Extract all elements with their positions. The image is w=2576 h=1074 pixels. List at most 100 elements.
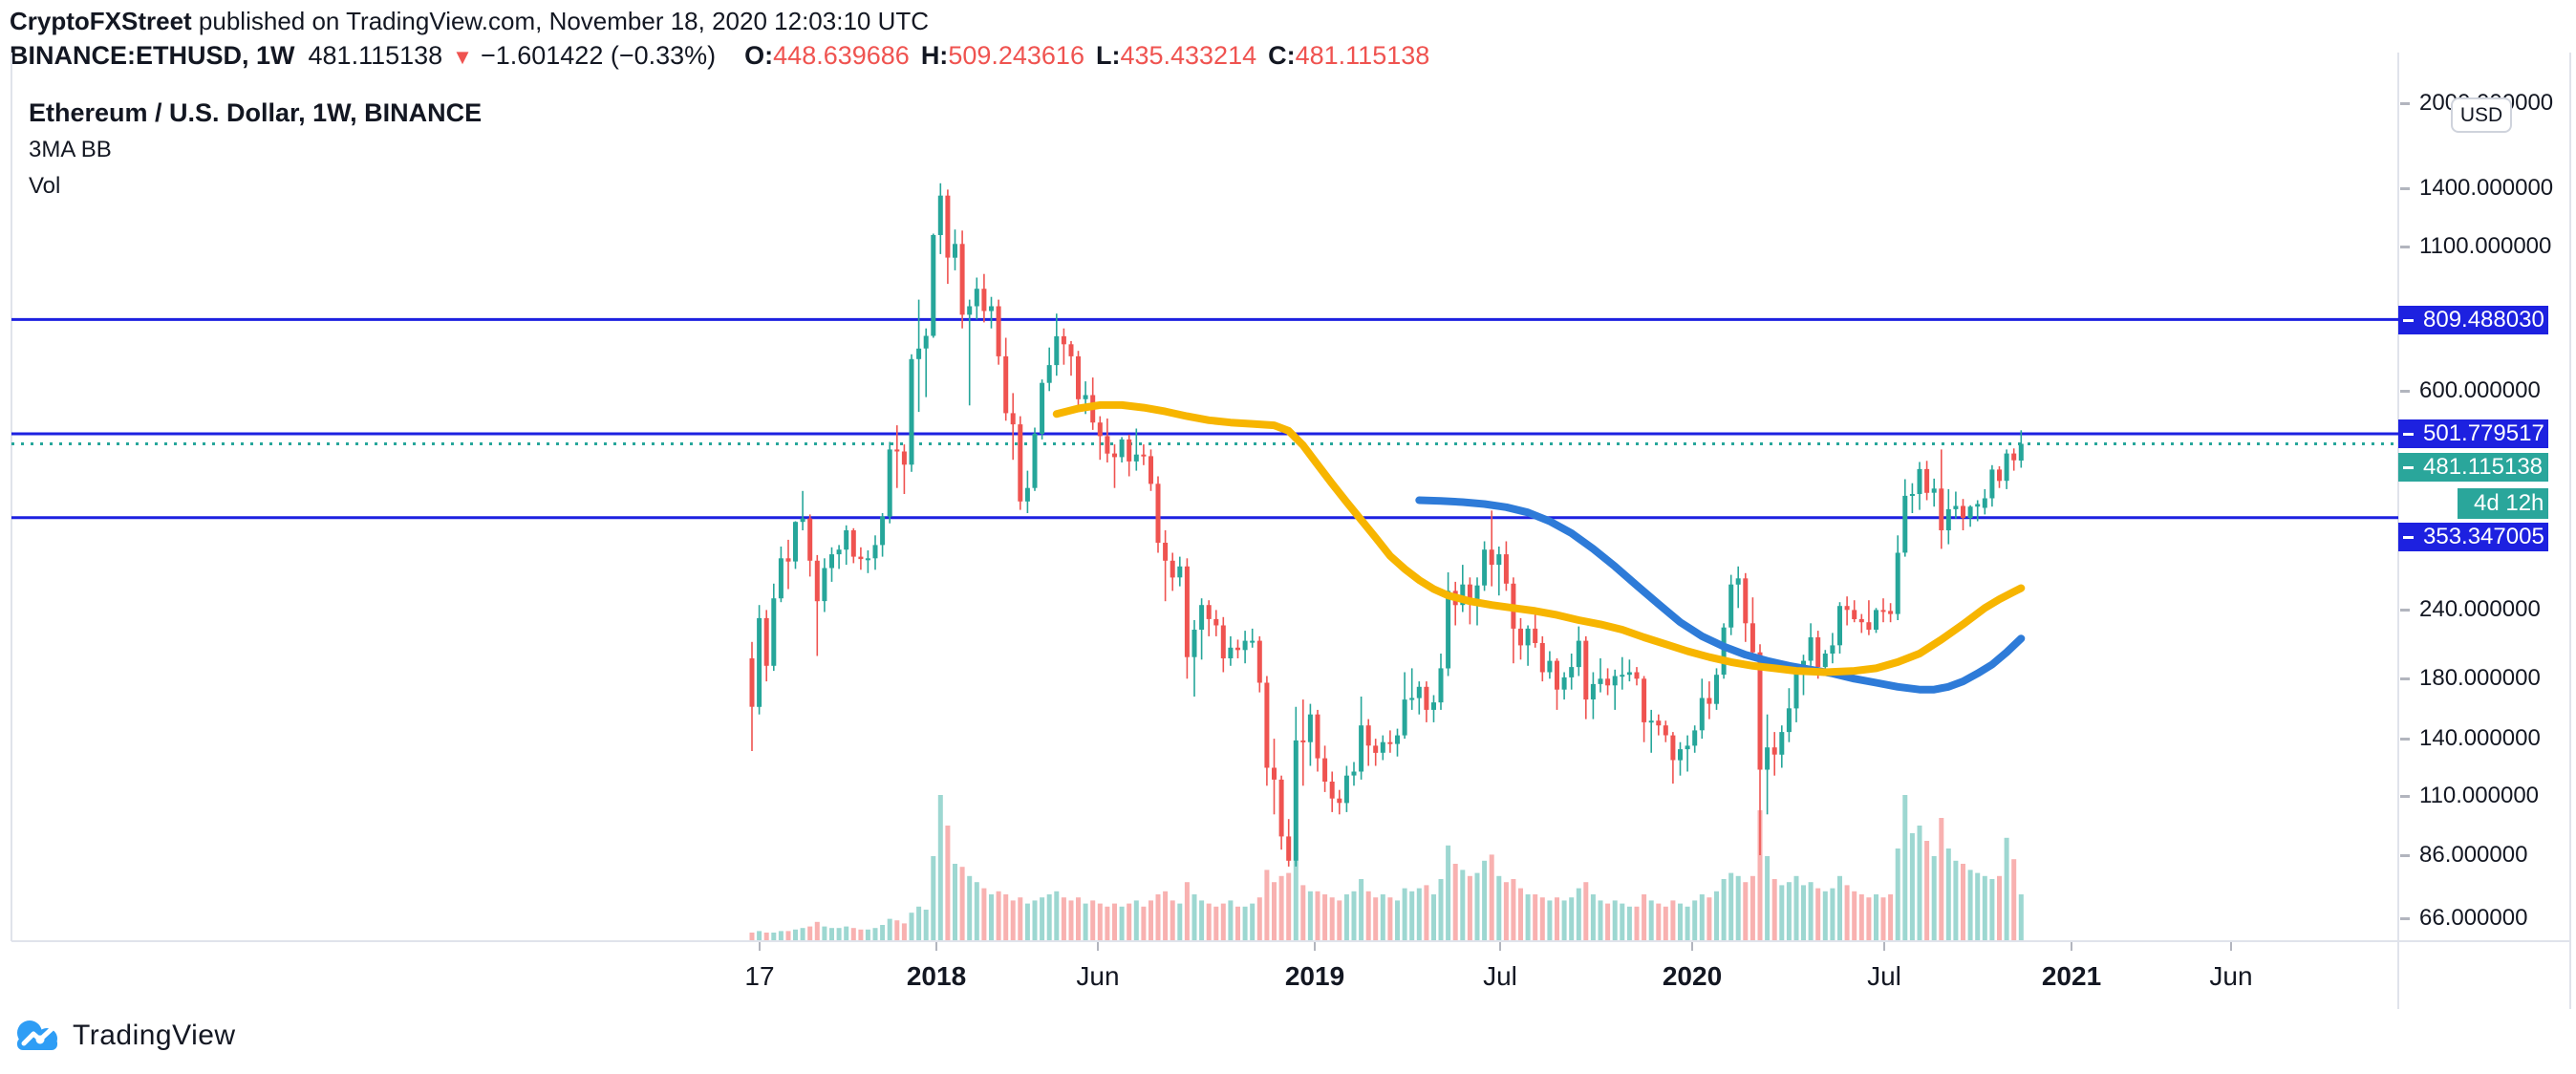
candle-body [829,554,834,569]
symbol-name: BINANCE:ETHUSD, 1W [10,41,295,70]
volume-bar [931,856,936,940]
indicator-3ma-bb[interactable]: 3MA BB [29,137,112,162]
volume-bar [1235,906,1240,940]
candle-body [1503,554,1509,584]
volume-bar [1743,882,1749,940]
candle-body [1678,749,1683,761]
candle-body [1163,543,1169,561]
volume-bar [1663,906,1668,940]
candle-body [1533,628,1538,643]
candle-body [1555,660,1559,690]
volume-bar [1692,900,1698,940]
candle-body [1242,640,1248,651]
volume-bar [850,928,856,940]
candle-body [1264,682,1270,768]
volume-bar [916,906,922,940]
volume-bar [1155,894,1161,940]
candle-body [996,306,1001,356]
volume-bar [1750,875,1755,940]
candle-body [959,244,965,315]
volume-bar [1699,894,1705,940]
candle-body [1612,676,1618,686]
volume-bar [1590,894,1596,940]
candle-body [1844,606,1850,611]
candle-body [1040,382,1045,434]
candle-body [1061,335,1066,345]
volume-bar [945,826,951,940]
volume-bar [1105,906,1110,940]
volume-bar [1707,897,1712,940]
volume-bar [872,928,878,940]
candle-body [1989,469,1995,499]
candle-body [1482,549,1488,586]
candles-layer [749,183,2024,867]
volume-bar [1061,897,1066,940]
open-label: O: [744,41,774,70]
volume-bar [1380,894,1385,940]
volume-bar [1735,875,1741,940]
publish-header: CryptoFXStreet published on TradingView.… [10,7,929,35]
open-value: 448.639686 [773,41,910,70]
candle-body [1141,454,1147,457]
volume-bar [1895,848,1900,940]
volume-bar [1533,894,1538,940]
candle-body [1917,468,1922,494]
candle-body [778,558,784,599]
volume-bar [1598,900,1603,940]
volume-bar [1765,856,1771,940]
volume-bar [1605,903,1611,940]
volume-bar [1315,891,1320,940]
candle-body [822,568,827,602]
candle-body [937,195,943,235]
candle-body [1866,622,1872,630]
candle-body [1097,422,1103,437]
volume-bar [1076,897,1081,940]
candle-body [1133,454,1139,462]
candle-body [1670,735,1676,761]
candle-body [1424,686,1429,710]
volume-bar [1909,833,1915,940]
volume-bar [1402,888,1407,940]
volume-bar [1127,903,1132,940]
publisher-name: CryptoFXStreet [10,7,192,35]
candle-body [2018,443,2024,461]
volume-bar [1141,906,1147,940]
candle-body [1170,560,1175,578]
ma100-line [1415,496,2026,694]
candle-body [1402,699,1407,736]
volume-bar [1496,875,1502,940]
candle-body [785,558,791,562]
candle-body [1373,745,1379,753]
volume-bar [1902,795,1908,940]
volume-bar [1945,848,1951,940]
volume-bar [2011,859,2017,940]
volume-bar [1431,894,1436,940]
volume-bar [1634,906,1640,940]
chart-legend: Ethereum / U.S. Dollar, 1W, BINANCE 3MA … [29,94,482,204]
currency-unit-button[interactable]: USD [2451,97,2512,133]
tradingview-logo[interactable]: TradingView [11,1015,236,1057]
high-value: 509.243616 [948,41,1084,70]
volume-bar [822,926,827,940]
volume-bar [1213,906,1219,940]
candle-body [1939,488,1944,530]
candle-body [1474,585,1480,605]
candle-body [1620,675,1625,677]
candle-body [953,244,957,258]
volume-bar [2018,894,2024,940]
volume-bar [1967,870,1973,940]
volume-bar [1569,897,1575,940]
candle-body [1858,618,1864,623]
indicator-vol[interactable]: Vol [29,173,61,199]
volume-bar [763,933,769,940]
candle-body [1626,672,1632,676]
candle-body [793,522,798,562]
candle-body [771,598,777,666]
candle-body [909,358,914,465]
chart-title[interactable]: Ethereum / U.S. Dollar, 1W, BINANCE [29,98,483,127]
volume-bar [1888,894,1894,940]
candle-body [1605,678,1611,686]
candle-body [1235,647,1240,651]
candle-body [880,516,886,546]
